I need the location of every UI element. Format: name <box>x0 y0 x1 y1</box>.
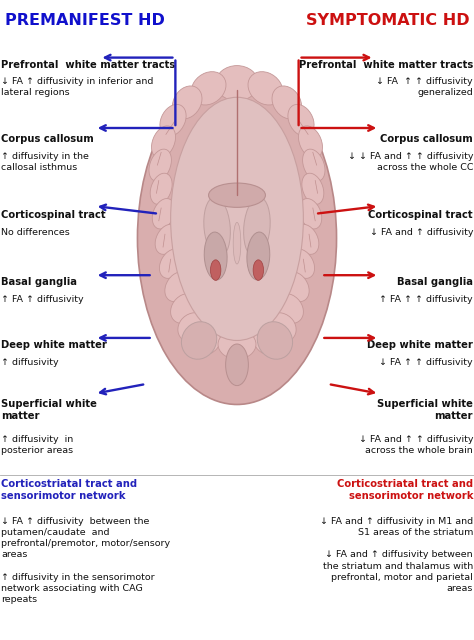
Ellipse shape <box>209 183 265 207</box>
Ellipse shape <box>253 260 264 280</box>
Ellipse shape <box>226 344 248 385</box>
Ellipse shape <box>178 313 209 342</box>
Ellipse shape <box>290 249 315 278</box>
Text: Superficial white
matter: Superficial white matter <box>377 399 473 421</box>
Ellipse shape <box>187 326 220 355</box>
Ellipse shape <box>247 232 270 280</box>
Text: ↓ FA ↑ ↑ diffusivity: ↓ FA ↑ ↑ diffusivity <box>379 358 473 367</box>
Text: ↑ FA ↑ ↑ diffusivity: ↑ FA ↑ ↑ diffusivity <box>379 295 473 304</box>
Ellipse shape <box>299 198 322 229</box>
Text: Corticospinal tract: Corticospinal tract <box>1 210 106 220</box>
Ellipse shape <box>171 97 303 340</box>
Ellipse shape <box>302 173 324 204</box>
Text: Basal ganglia: Basal ganglia <box>1 277 77 287</box>
Text: Prefrontal  white matter tracts: Prefrontal white matter tracts <box>299 60 473 70</box>
Ellipse shape <box>275 294 303 323</box>
Ellipse shape <box>149 149 172 181</box>
Text: No differences: No differences <box>1 228 70 237</box>
Ellipse shape <box>137 72 337 404</box>
Text: ↑ diffusivity in the
callosal isthmus: ↑ diffusivity in the callosal isthmus <box>1 152 89 172</box>
Ellipse shape <box>299 126 322 158</box>
Text: PREMANIFEST HD: PREMANIFEST HD <box>5 13 164 28</box>
Text: Deep white matter: Deep white matter <box>367 340 473 351</box>
Ellipse shape <box>210 260 221 280</box>
Text: SYMPTOMATIC HD: SYMPTOMATIC HD <box>306 13 469 28</box>
Ellipse shape <box>173 86 202 119</box>
Text: ↓ FA  ↑ ↑ diffusivity
generalized: ↓ FA ↑ ↑ diffusivity generalized <box>376 77 473 97</box>
Text: ↑ FA ↑ diffusivity: ↑ FA ↑ diffusivity <box>1 295 83 304</box>
Text: ↑ diffusivity  in
posterior areas: ↑ diffusivity in posterior areas <box>1 435 73 454</box>
Ellipse shape <box>191 72 226 105</box>
Text: Prefrontal  white matter tracts: Prefrontal white matter tracts <box>1 60 175 70</box>
Text: ↑ diffusivity: ↑ diffusivity <box>1 358 59 367</box>
Text: Superficial white
matter: Superficial white matter <box>1 399 97 421</box>
Ellipse shape <box>204 232 227 280</box>
Ellipse shape <box>171 294 199 323</box>
Text: Corticostriatal tract and
sensorimotor network: Corticostriatal tract and sensorimotor n… <box>337 479 473 501</box>
Ellipse shape <box>257 322 292 359</box>
Ellipse shape <box>155 225 179 254</box>
Ellipse shape <box>152 198 175 229</box>
Text: Deep white matter: Deep white matter <box>1 340 107 351</box>
Ellipse shape <box>159 249 184 278</box>
Ellipse shape <box>302 149 325 181</box>
Text: ↓ FA and ↑ diffusivity: ↓ FA and ↑ diffusivity <box>370 228 473 237</box>
Ellipse shape <box>283 272 309 301</box>
Text: Corpus callosum: Corpus callosum <box>380 134 473 145</box>
Ellipse shape <box>265 313 296 342</box>
Ellipse shape <box>150 173 172 204</box>
Ellipse shape <box>218 330 256 359</box>
Text: Basal ganglia: Basal ganglia <box>397 277 473 287</box>
Text: ↓ FA and ↑ ↑ diffusivity
across the whole brain: ↓ FA and ↑ ↑ diffusivity across the whol… <box>358 435 473 454</box>
Ellipse shape <box>288 104 314 136</box>
Ellipse shape <box>244 197 270 257</box>
Text: ↓ FA and ↑ diffusivity in M1 and
S1 areas of the striatum

↓ FA and ↑ diffusivit: ↓ FA and ↑ diffusivity in M1 and S1 area… <box>320 517 473 593</box>
Text: Corticostriatal tract and
sensorimotor network: Corticostriatal tract and sensorimotor n… <box>1 479 137 501</box>
Ellipse shape <box>248 72 283 105</box>
Text: ↓ FA ↑ diffusivity in inferior and
lateral regions: ↓ FA ↑ diffusivity in inferior and later… <box>1 77 153 97</box>
Ellipse shape <box>233 222 241 264</box>
Text: Corpus callosum: Corpus callosum <box>1 134 94 145</box>
Ellipse shape <box>182 322 217 359</box>
Ellipse shape <box>152 126 175 158</box>
Text: Corticospinal tract: Corticospinal tract <box>368 210 473 220</box>
Ellipse shape <box>216 66 258 101</box>
Text: ↓ ↓ FA and ↑ ↑ diffusivity
across the whole CC: ↓ ↓ FA and ↑ ↑ diffusivity across the wh… <box>347 152 473 172</box>
Ellipse shape <box>254 326 287 355</box>
Ellipse shape <box>165 272 191 301</box>
Ellipse shape <box>160 104 186 136</box>
Ellipse shape <box>295 225 319 254</box>
Ellipse shape <box>272 86 301 119</box>
Text: ↓ FA ↑ diffusivity  between the
putamen/caudate  and
prefrontal/premotor, motor/: ↓ FA ↑ diffusivity between the putamen/c… <box>1 517 170 604</box>
Ellipse shape <box>204 197 230 257</box>
